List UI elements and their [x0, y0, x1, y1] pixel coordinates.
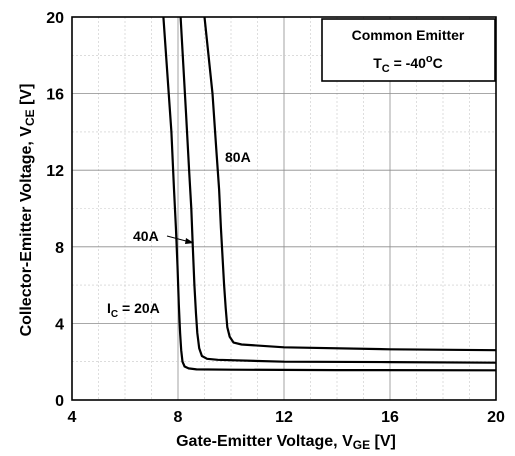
legend-t-suffix: C: [433, 55, 443, 71]
curve-label-40a: 40A: [133, 228, 159, 244]
plot-frame: [71, 16, 497, 401]
x-axis-title-sub: GE: [353, 438, 370, 452]
y-axis-title-unit: [V]: [18, 84, 35, 110]
legend-box: [321, 18, 496, 82]
curve-label-40a-arrowhead: [185, 238, 194, 244]
y-tick-label: 16: [46, 87, 64, 104]
legend-line-2: TC = -40oC: [373, 53, 443, 75]
x-axis-title: Gate-Emitter Voltage, VGE [V]: [176, 433, 396, 452]
y-tick-label: 12: [46, 163, 64, 180]
y-axis-title-main: Collector-Emitter Voltage, V: [18, 126, 35, 337]
series-80a-line: [203, 16, 497, 352]
series-ic-20a-line: [162, 16, 497, 372]
x-axis-title-main: Gate-Emitter Voltage, V: [176, 433, 353, 450]
legend-t-sup: o: [426, 53, 433, 65]
legend-line-1: Common Emitter: [352, 27, 465, 43]
y-axis-title: Collector-Emitter Voltage, VCE [V]: [18, 84, 37, 337]
x-axis-title-unit: [V]: [370, 433, 396, 450]
curve-label-20a-prefix: I: [107, 300, 111, 316]
curve-label-20a-suffix: = 20A: [118, 300, 160, 316]
x-tick-label: 16: [381, 409, 399, 426]
legend-t-mid: = -40: [390, 55, 426, 71]
series-layer: [162, 16, 497, 372]
curve-label-20a-sub: C: [111, 309, 118, 320]
x-tick-label: 12: [275, 409, 293, 426]
y-tick-label: 20: [46, 10, 64, 27]
curve-label-80a: 80A: [225, 149, 251, 165]
x-tick-label: 4: [68, 409, 77, 426]
legend-t-prefix: T: [373, 55, 382, 71]
legend: Common Emitter TC = -40oC: [321, 18, 496, 82]
series-40a-line: [179, 16, 497, 364]
x-tick-label: 20: [487, 409, 505, 426]
curve-label-40a-leader: [166, 235, 187, 242]
curve-label-20a: IC = 20A: [107, 300, 160, 320]
legend-t-sub: C: [382, 63, 390, 75]
y-axis-title-sub: CE: [23, 109, 37, 126]
y-tick-label: 0: [55, 393, 64, 410]
y-tick-label: 4: [55, 316, 64, 333]
x-tick-label: 8: [174, 409, 183, 426]
y-tick-label: 8: [55, 240, 64, 257]
